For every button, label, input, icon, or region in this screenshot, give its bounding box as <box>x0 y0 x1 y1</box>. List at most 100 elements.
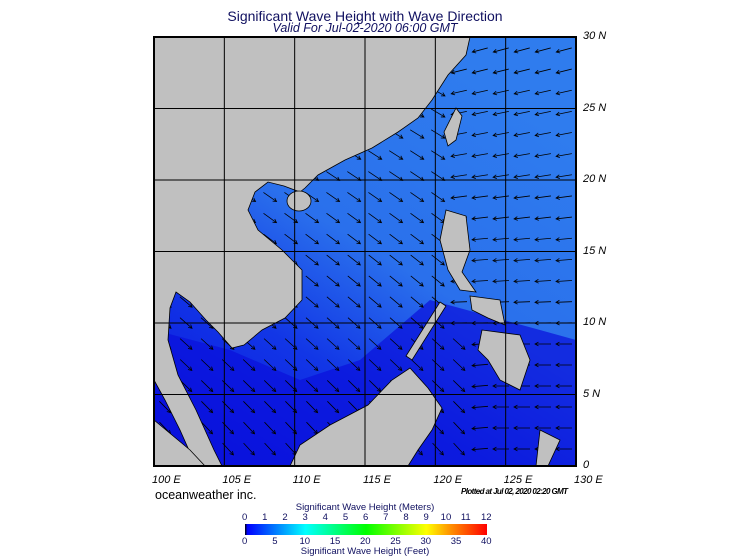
wave-arrow <box>555 404 572 410</box>
wave-arrow <box>471 110 488 117</box>
wave-arrow <box>201 421 214 435</box>
brand-label: oceanweather inc. <box>155 488 257 502</box>
wave-arrow <box>492 425 509 431</box>
lon-label: 105 E <box>222 474 252 486</box>
wave-arrow <box>431 150 446 160</box>
wave-arrow <box>306 401 319 414</box>
wave-arrow <box>327 401 340 414</box>
wave-arrow <box>243 401 256 414</box>
wave-arrow <box>534 216 551 221</box>
land-mindanao <box>477 329 531 391</box>
wave-arrow <box>389 192 404 203</box>
wave-arrow <box>513 446 530 452</box>
lon-label: 125 E <box>503 474 533 486</box>
wave-arrow <box>534 404 551 410</box>
wave-arrow <box>242 380 256 393</box>
colorbar-tick-meters: 12 <box>481 512 492 523</box>
wave-arrow <box>305 275 319 287</box>
wave-arrow <box>555 216 572 221</box>
wave-arrow <box>389 275 403 287</box>
wave-arrow <box>555 362 572 368</box>
wave-arrow <box>471 426 489 431</box>
wave-arrow <box>492 174 509 179</box>
wave-arrow <box>513 47 530 54</box>
colorbar-tick-feet: 25 <box>390 536 401 547</box>
wave-arrow <box>410 296 424 308</box>
wave-arrow <box>513 425 530 431</box>
colorbar-tick-feet: 15 <box>329 536 341 547</box>
wave-arrow <box>368 192 383 203</box>
wave-arrow <box>431 359 445 372</box>
wave-arrow <box>431 254 445 266</box>
wave-arrow <box>555 383 572 389</box>
wave-arrow <box>452 338 466 350</box>
colorbar-tick-feet: 10 <box>299 536 311 547</box>
map-frame <box>153 36 577 467</box>
lon-label: 130 E <box>574 474 603 486</box>
wave-arrow <box>555 68 572 75</box>
colorbar-tick-meters: 4 <box>322 512 328 523</box>
wave-arrow <box>347 380 361 393</box>
wave-arrow <box>513 279 531 284</box>
wave-arrow <box>326 233 341 245</box>
wave-arrow <box>326 359 340 372</box>
wave-arrow <box>471 405 489 410</box>
wave-arrow <box>471 174 488 179</box>
colorbar-tick-meters: 8 <box>403 512 409 523</box>
wave-arrow <box>513 404 530 410</box>
wave-arrow <box>263 359 277 372</box>
colorbar-tick-meters: 11 <box>460 512 471 523</box>
wave-arrow <box>431 380 445 393</box>
wave-arrow <box>471 153 488 159</box>
colorbar-tick-meters: 6 <box>363 512 369 523</box>
wave-arrow <box>471 258 489 263</box>
wave-arrow <box>492 237 510 242</box>
wave-arrow <box>534 237 552 242</box>
wave-arrow <box>179 296 193 308</box>
wave-arrow <box>534 89 551 96</box>
wave-arrow <box>492 446 509 452</box>
colorbar-tick-feet: 40 <box>481 536 492 547</box>
wave-arrow <box>347 296 361 308</box>
wave-arrow <box>534 341 551 347</box>
wave-arrow <box>326 380 340 393</box>
wave-arrow <box>430 129 446 139</box>
wave-arrow <box>555 237 573 242</box>
wave-arrow <box>305 254 319 266</box>
wave-arrow <box>305 233 320 245</box>
wave-arrow <box>410 212 425 224</box>
wave-arrow <box>534 110 551 117</box>
wave-arrow <box>471 447 489 452</box>
wave-arrow <box>534 132 551 138</box>
wave-arrow <box>389 254 403 266</box>
colorbar-tick-feet: 5 <box>272 536 278 547</box>
wave-arrow <box>368 233 383 245</box>
wave-arrow <box>555 299 573 305</box>
wave-arrow <box>534 383 551 389</box>
wave-arrow <box>347 254 361 266</box>
wave-arrow <box>513 132 530 138</box>
wave-arrow <box>305 296 319 308</box>
wave-arrow <box>430 108 446 118</box>
wave-arrow <box>555 195 572 200</box>
wave-arrow <box>326 254 340 266</box>
land-borneo <box>289 367 443 466</box>
lat-lon-grid <box>154 37 576 466</box>
lat-label: 30 N <box>583 30 607 42</box>
wave-arrow <box>555 341 572 347</box>
wave-arrow <box>452 380 466 393</box>
wave-arrow <box>492 132 509 138</box>
wave-arrow <box>555 153 572 159</box>
wave-arrow <box>243 442 255 456</box>
wave-arrow <box>534 258 552 263</box>
wave-arrow <box>492 383 509 389</box>
wave-arrow <box>534 299 552 305</box>
wave-arrow <box>410 150 425 160</box>
wave-arrow <box>389 233 404 245</box>
wave-arrow <box>389 338 403 350</box>
wave-arrow <box>471 132 488 138</box>
wave-arrow <box>534 362 551 368</box>
colorbar-tick-meters: 10 <box>440 512 452 523</box>
wave-arrow <box>368 338 382 350</box>
